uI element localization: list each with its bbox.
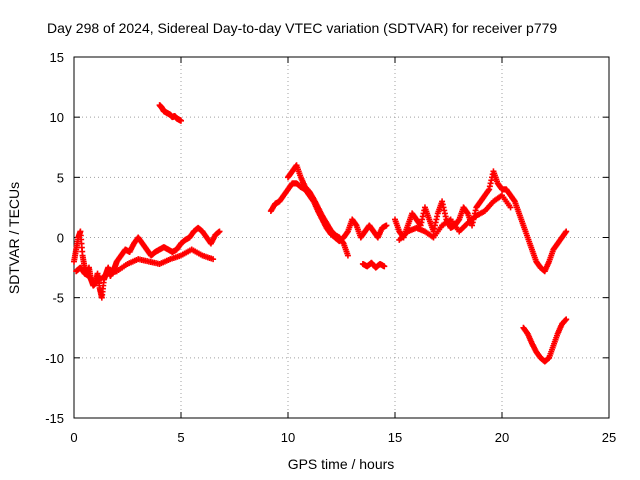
x-tick-label: 15 [388, 430, 402, 445]
data-point [507, 204, 514, 211]
y-tick-label: -15 [45, 411, 64, 426]
data-point [381, 263, 388, 270]
x-tick-label: 5 [177, 430, 184, 445]
y-tick-label: 5 [57, 170, 64, 185]
x-axis-label: GPS time / hours [288, 456, 395, 472]
x-tick-label: 10 [281, 430, 295, 445]
data-point [383, 222, 390, 229]
axis-ticks [73, 56, 610, 419]
y-tick-label: 0 [57, 231, 64, 246]
x-tick-label: 0 [70, 430, 77, 445]
grid [74, 57, 609, 418]
y-axis-label: SDTVAR / TECUs [6, 182, 22, 294]
tick-labels: 0 5 10 15 20 25 -15 -10 -5 0 5 10 15 [45, 50, 616, 445]
x-tick-label: 25 [602, 430, 616, 445]
data-point [344, 252, 351, 259]
chart-title: Day 298 of 2024, Sidereal Day-to-day VTE… [47, 20, 557, 36]
data-point [563, 316, 570, 323]
y-tick-label: 10 [50, 110, 64, 125]
x-tick-label: 20 [495, 430, 509, 445]
data-point [210, 256, 217, 263]
data-points [71, 102, 570, 365]
data-point [563, 228, 570, 235]
y-tick-label: -5 [52, 291, 64, 306]
data-point [216, 228, 223, 235]
y-tick-label: 15 [50, 50, 64, 65]
y-tick-label: -10 [45, 351, 64, 366]
data-point [178, 117, 184, 124]
